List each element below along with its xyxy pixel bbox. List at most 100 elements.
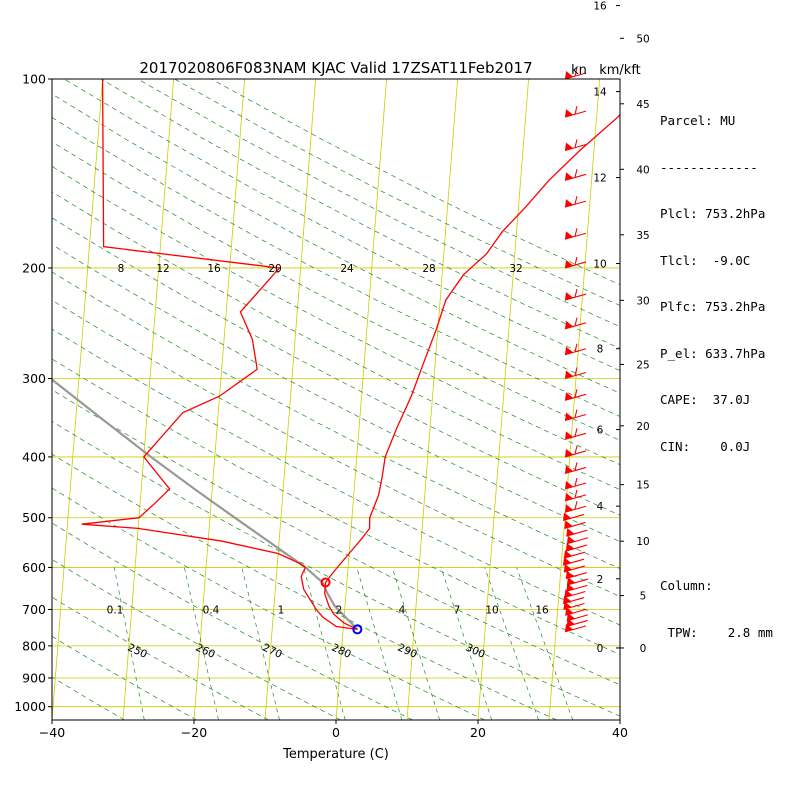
wind-barb-flag	[565, 504, 573, 513]
km-tick-label: 14	[593, 87, 607, 99]
pressure-tick-label: 400	[22, 449, 46, 464]
wind-barb-feather	[574, 445, 578, 455]
wind-barb-feather	[574, 389, 578, 398]
wind-barb-staff	[565, 572, 587, 580]
wind-barb	[566, 583, 588, 592]
parcel-info-panel: Parcel: MU ------------- Plcl: 753.2hPa …	[660, 82, 773, 656]
isotherm-line	[335, 79, 388, 720]
dry-adiabat-line	[52, 217, 620, 516]
wind-barb	[564, 389, 587, 401]
mixing-ratio-label: 0.4	[203, 604, 220, 616]
wind-barb	[564, 317, 587, 330]
parcel-info-line: P_el: 633.7hPa	[660, 345, 766, 361]
wind-barb-flag	[565, 109, 573, 118]
dry-adiabat-line	[52, 271, 620, 569]
wind-barb-flag	[565, 172, 573, 181]
pressure-tick-label: 800	[22, 638, 46, 653]
pressure-tick-label: 900	[22, 670, 46, 685]
wind-barb-feather	[574, 105, 578, 115]
el-marker	[320, 577, 331, 588]
pressure-tick-label: 1000	[14, 699, 46, 714]
wind-barb	[564, 139, 587, 152]
wind-barb-staff	[563, 602, 585, 610]
isotherm-line	[477, 79, 530, 720]
wind-barb	[563, 550, 586, 559]
kft-tick-label: 35	[636, 230, 649, 242]
wind-barb-flag	[563, 563, 572, 572]
km-tick-label: 16	[593, 1, 607, 13]
mixing-ratio-label: 4	[399, 604, 406, 616]
wind-barb-flag	[563, 601, 572, 610]
parcel-info-line: Plcl: 753.2hPa	[660, 206, 766, 221]
wind-barb-feather	[574, 228, 578, 237]
mixing-ratio-line	[356, 567, 403, 720]
km-tick-label: 12	[593, 173, 606, 185]
wind-barb-flag	[565, 570, 574, 579]
x-tick-label: 20	[470, 725, 486, 740]
temperature-profile-line	[324, 113, 620, 630]
wind-barb-feather	[574, 428, 578, 437]
wind-barb-flag	[565, 292, 573, 301]
x-tick-label: 0	[332, 725, 340, 740]
mixing-ratio-line	[113, 567, 145, 720]
wind-barb-flag	[566, 612, 575, 621]
mixing-ratio-label: 0.1	[107, 604, 124, 616]
wind-barb-flag	[565, 492, 573, 501]
dry-adiabat-line	[52, 719, 53, 720]
kft-tick-label: 30	[636, 295, 649, 307]
kft-tick-label: 20	[636, 421, 649, 433]
km-tick-label: 8	[597, 344, 604, 356]
mixing-ratio-label: 16	[535, 604, 549, 616]
wind-barb	[564, 256, 587, 269]
wind-barb-staff	[563, 565, 586, 573]
mixing-ratio-line	[440, 567, 493, 720]
km-tick-label: 4	[597, 501, 604, 513]
wind-barb-staff	[564, 521, 586, 529]
kft-tick-label: 0	[640, 643, 647, 655]
isotherm-line	[548, 79, 601, 720]
wind-barb-flag	[565, 465, 573, 474]
wind-barb-feather	[574, 256, 578, 266]
wind-barb-staff	[566, 619, 588, 627]
pressure-tick-label: 600	[22, 560, 46, 575]
kft-tick-label: 10	[636, 536, 649, 548]
mixing-ratio-label: 2	[336, 604, 343, 616]
isotherm-line	[122, 79, 175, 720]
wind-barb	[562, 557, 585, 566]
dry-adiabat-line	[52, 389, 620, 686]
wind-barb-flag	[565, 543, 574, 552]
theta-label: 250	[126, 642, 149, 661]
mixing-ratio-line	[484, 567, 539, 720]
wind-barb	[564, 489, 587, 502]
parcel-profile-line	[52, 378, 359, 631]
wind-barb	[564, 462, 587, 474]
mixing-ratio-label: 16	[207, 263, 221, 275]
wind-barb-staff	[566, 537, 589, 545]
wind-barb	[564, 288, 587, 301]
pressure-tick-label: 100	[22, 72, 46, 87]
wind-barb-feather	[574, 477, 578, 487]
mixing-ratio-line	[303, 567, 346, 720]
parcel-info-line: -------------	[660, 159, 758, 175]
wind-barb-staff	[562, 513, 585, 521]
kft-tick-label: 25	[636, 359, 649, 371]
dry-adiabat-line	[52, 522, 413, 720]
wind-barb	[564, 477, 587, 490]
wind-barb	[564, 501, 587, 513]
wind-barb	[564, 105, 587, 118]
lcl-marker	[352, 624, 363, 635]
wind-barb	[564, 343, 587, 356]
pressure-tick-label: 200	[22, 260, 46, 275]
dry-adiabat-line	[52, 453, 557, 720]
mixing-ratio-label: 7	[454, 604, 461, 616]
wind-barb	[566, 612, 588, 622]
wind-barb-feather	[574, 409, 578, 418]
wind-barb-flag	[565, 607, 574, 616]
column-info-line: TPW: 2.8 mm	[660, 624, 773, 640]
theta-label: 300	[464, 642, 487, 661]
isotherm-line	[0, 79, 32, 720]
wind-barb	[564, 409, 587, 422]
wind-barb	[564, 169, 587, 181]
wind-barb	[564, 228, 587, 240]
